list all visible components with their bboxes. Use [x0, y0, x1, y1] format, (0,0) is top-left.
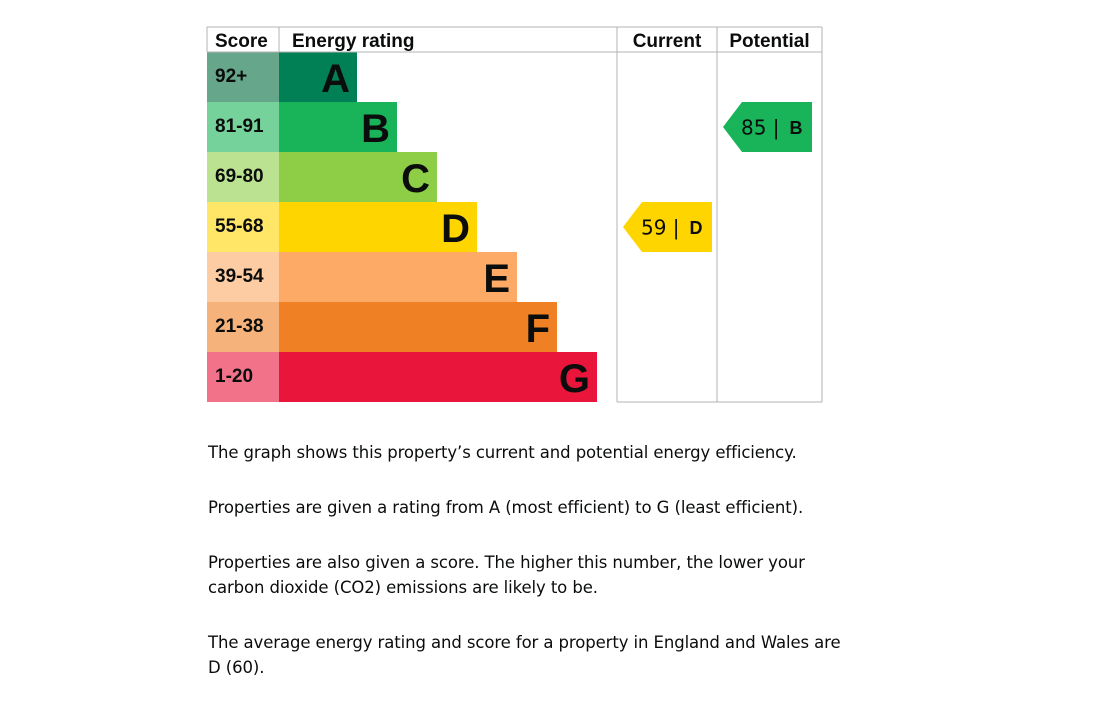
score-range-e: 39-54: [215, 266, 264, 287]
band-letter-a: A: [321, 57, 350, 101]
score-cell-g: [207, 352, 279, 402]
score-cell-e: [207, 252, 279, 302]
band-letter-f: F: [526, 307, 550, 351]
score-range-f: 21-38: [215, 316, 264, 337]
band-bar-c: [279, 152, 437, 202]
band-bar-d: [279, 202, 477, 252]
current-arrow: [623, 202, 712, 252]
score-cell-d: [207, 202, 279, 252]
header-potential: Potential: [729, 31, 809, 52]
header-energy-rating: Energy rating: [292, 31, 414, 52]
paragraph-graph-description: The graph shows this property’s current …: [208, 443, 797, 462]
score-range-c: 69-80: [215, 166, 264, 187]
band-bar-f: [279, 302, 557, 352]
score-range-g: 1-20: [215, 366, 253, 387]
band-letter-d: D: [441, 207, 470, 251]
score-cell-a: [207, 52, 279, 102]
potential-score: 85 |: [741, 116, 780, 140]
energy-rating-chart: Score Energy rating Current Potential 92+ A 81…: [206, 26, 823, 403]
band-letter-g: G: [559, 357, 590, 401]
score-cell-f: [207, 302, 279, 352]
current-band: D: [690, 218, 703, 238]
band-bar-e: [279, 252, 517, 302]
score-cell-c: [207, 152, 279, 202]
band-letter-b: B: [361, 107, 390, 151]
band-letter-c: C: [401, 157, 430, 201]
potential-band: B: [790, 118, 803, 138]
score-range-a: 92+: [215, 66, 247, 87]
score-cell-b: [207, 102, 279, 152]
band-bar-a: [279, 52, 357, 102]
score-range-d: 55-68: [215, 216, 264, 237]
band-bar-g: [279, 352, 597, 402]
header-score: Score: [215, 31, 268, 52]
band-letter-e: E: [483, 257, 510, 301]
band-bar-b: [279, 102, 397, 152]
header-current: Current: [633, 31, 702, 52]
current-score: 59 |: [641, 216, 680, 240]
score-range-b: 81-91: [215, 116, 264, 137]
paragraph-average-rating: The average energy rating and score for …: [208, 633, 841, 677]
potential-arrow: [723, 102, 812, 152]
paragraph-score-explanation: Properties are also given a score. The h…: [208, 553, 805, 597]
paragraph-rating-explanation: Properties are given a rating from A (mo…: [208, 498, 804, 517]
